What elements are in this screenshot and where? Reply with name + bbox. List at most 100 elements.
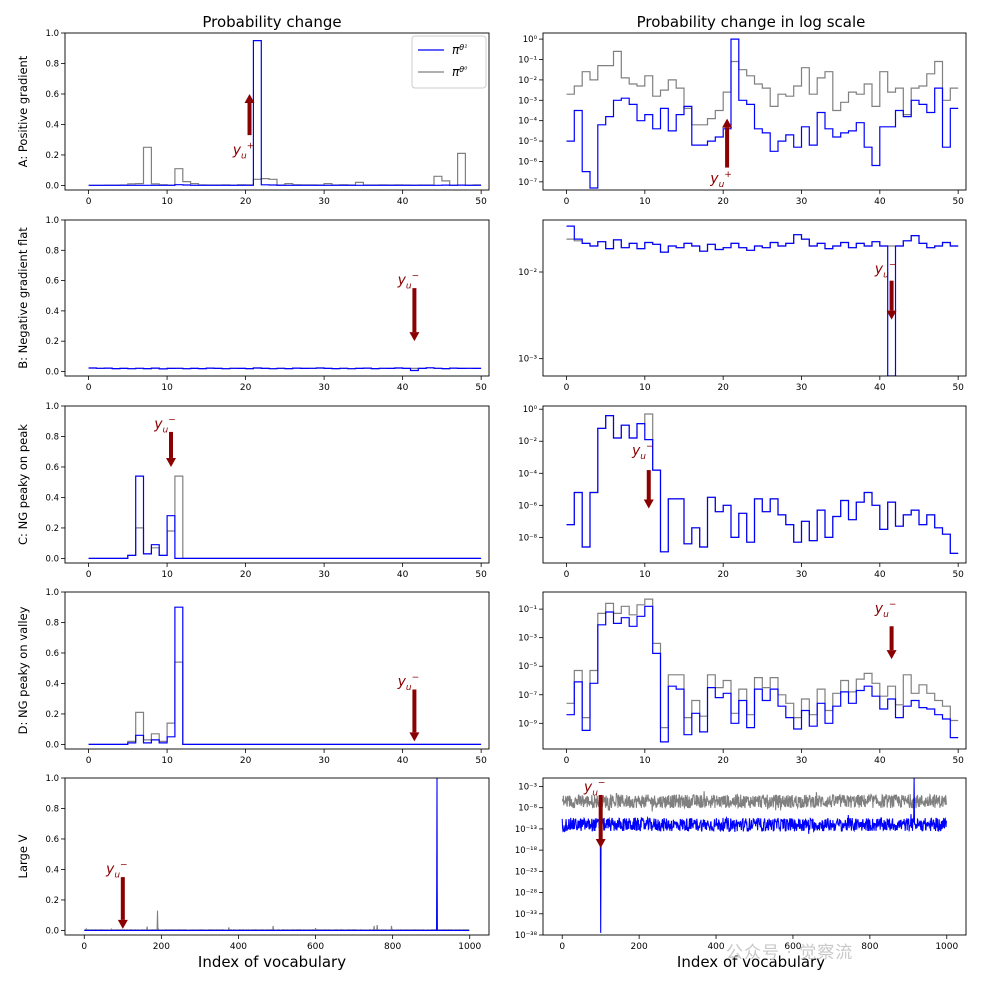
y-tick-label: 0.4	[45, 493, 59, 503]
x-tick-label: 800	[384, 942, 401, 952]
plot-area	[566, 598, 959, 743]
panel-A-log: 0 10 20 30 40 50 10⁻⁷ 10⁻⁶ 10⁻⁵ 10⁻⁴ 10⁻³ 10⁻² 10⁻¹ 1…	[518, 32, 967, 207]
series-line-pi-theta0	[84, 890, 470, 932]
x-tick-label: 0	[559, 942, 565, 952]
y-tick-label: 0.6	[45, 463, 59, 473]
series-line-pi-theta1	[561, 778, 947, 933]
x-tick-label: 30	[318, 570, 330, 580]
x-tick-label: 10	[161, 756, 173, 766]
plot-area	[88, 475, 482, 559]
x-tick-label: 40	[397, 383, 409, 393]
y-tick-label: 10⁻⁹	[518, 719, 537, 729]
annotation-label: yu−	[153, 415, 176, 435]
y-tick-label: 10⁻³³	[515, 910, 537, 920]
plot-area	[561, 778, 947, 933]
x-tick-label: 40	[397, 570, 409, 580]
x-tick-label: 50	[475, 756, 487, 766]
panel-E-log: 0 200 400 600 800 1000 10⁻³ 10⁻⁸ 10⁻¹³ 10⁻¹⁸ 10⁻²³…	[515, 777, 967, 952]
y-tick-label: 10⁻²	[518, 76, 537, 86]
y-tick-label: 1.0	[45, 402, 59, 412]
panel-D-linear: 0 10 20 30 40 50 0.0 0.2 0.4 0.6 0.8 1.0 D: NG peaky…	[16, 588, 490, 766]
series-line-pi-theta1	[566, 225, 959, 376]
x-tick-label: 40	[874, 756, 886, 766]
panel-B-linear: 0 10 20 30 40 50 0.0 0.2 0.4 0.6 0.8 1.0 B: Negative…	[16, 216, 490, 393]
annotation-label: yu−	[397, 272, 420, 292]
column-title-right: Probability change in log scale	[637, 13, 866, 31]
annotation-label: yu−	[583, 778, 606, 798]
plot-area	[566, 38, 959, 189]
series-line-pi-theta1	[566, 415, 959, 554]
y-axis-label: C: NG peaky on peak	[16, 424, 30, 545]
y-tick-label: 10⁻³	[518, 96, 537, 106]
plot-area	[88, 40, 482, 186]
y-axis-label: B: Negative gradient flat	[16, 227, 30, 369]
x-tick-label: 40	[397, 756, 409, 766]
y-tick-label: 10⁻⁵	[518, 137, 537, 147]
x-tick-label: 30	[796, 756, 808, 766]
x-tick-label: 0	[86, 197, 92, 207]
y-tick-label: 10⁻⁶	[518, 501, 537, 511]
y-tick-label: 1.0	[45, 216, 59, 226]
x-tick-label: 10	[161, 197, 173, 207]
y-tick-label: 0.2	[45, 337, 59, 347]
plot-area	[566, 413, 959, 554]
x-tick-label: 0	[86, 570, 92, 580]
y-axis-label: D: NG peaky on valley	[16, 606, 30, 734]
annotation-arrow-head	[643, 499, 654, 509]
axes-frame	[542, 405, 967, 564]
x-tick-label: 10	[639, 383, 651, 393]
y-tick-label: 10⁻³⁸	[515, 931, 538, 941]
axes-frame	[542, 777, 967, 936]
y-tick-label: 10⁻²	[518, 437, 537, 447]
y-tick-label: 10⁻⁵	[518, 662, 537, 672]
y-tick-label: 10⁻³	[518, 355, 537, 365]
annotation: yu−	[153, 415, 176, 467]
annotation-arrow-head	[595, 839, 606, 849]
series-line-pi-theta1	[566, 605, 959, 743]
x-tick-label: 400	[230, 942, 247, 952]
x-tick-label: 200	[631, 942, 648, 952]
y-tick-label: 0.6	[45, 835, 59, 845]
x-tick-label: 10	[639, 756, 651, 766]
y-tick-label: 0.2	[45, 896, 59, 906]
y-tick-label: 0.4	[45, 679, 59, 689]
x-tick-label: 50	[952, 756, 964, 766]
panel-A-linear: 0 10 20 30 40 50 0.0 0.2 0.4 0.6 0.8 1.0 A: Positive…	[16, 29, 490, 207]
annotation-arrow-head	[166, 457, 176, 467]
y-tick-label: 0.4	[45, 865, 59, 875]
series-line-pi-theta0	[88, 661, 482, 745]
axes-frame	[64, 32, 490, 191]
y-tick-label: 10⁻³	[518, 782, 537, 792]
y-tick-label: 10⁻¹	[518, 56, 537, 66]
x-axis-label-left: Index of vocabulary	[198, 953, 346, 971]
series-line-pi-theta1	[88, 475, 482, 559]
x-tick-label: 10	[161, 570, 173, 580]
y-tick-label: 10⁻⁸	[518, 804, 537, 814]
series-line-pi-theta0	[561, 791, 947, 812]
y-tick-label: 10⁻¹³	[515, 825, 537, 835]
y-tick-label: 10⁻³	[518, 634, 537, 644]
x-tick-label: 40	[874, 383, 886, 393]
x-tick-label: 50	[475, 197, 487, 207]
y-tick-label: 0.0	[45, 181, 59, 191]
x-tick-label: 1000	[935, 942, 958, 952]
column-title-left: Probability change	[202, 13, 341, 31]
legend-label: πθ¹	[452, 43, 467, 57]
y-tick-label: 0.0	[45, 367, 59, 377]
x-tick-label: 1000	[458, 942, 481, 952]
annotation: yu−	[874, 260, 897, 320]
x-tick-label: 600	[784, 942, 801, 952]
x-tick-label: 20	[240, 570, 252, 580]
x-tick-label: 800	[861, 942, 878, 952]
y-tick-label: 10⁻²	[518, 268, 537, 278]
annotation-arrow-head	[722, 118, 733, 128]
x-tick-label: 0	[564, 570, 570, 580]
y-tick-label: 0.8	[45, 432, 59, 442]
x-tick-label: 50	[475, 570, 487, 580]
annotation: yu−	[631, 442, 654, 509]
annotation: yu+	[232, 93, 255, 161]
y-tick-label: 10⁻⁸	[518, 533, 537, 543]
axes-frame	[64, 219, 490, 377]
x-tick-label: 0	[564, 756, 570, 766]
annotation-arrow-head	[409, 732, 420, 742]
